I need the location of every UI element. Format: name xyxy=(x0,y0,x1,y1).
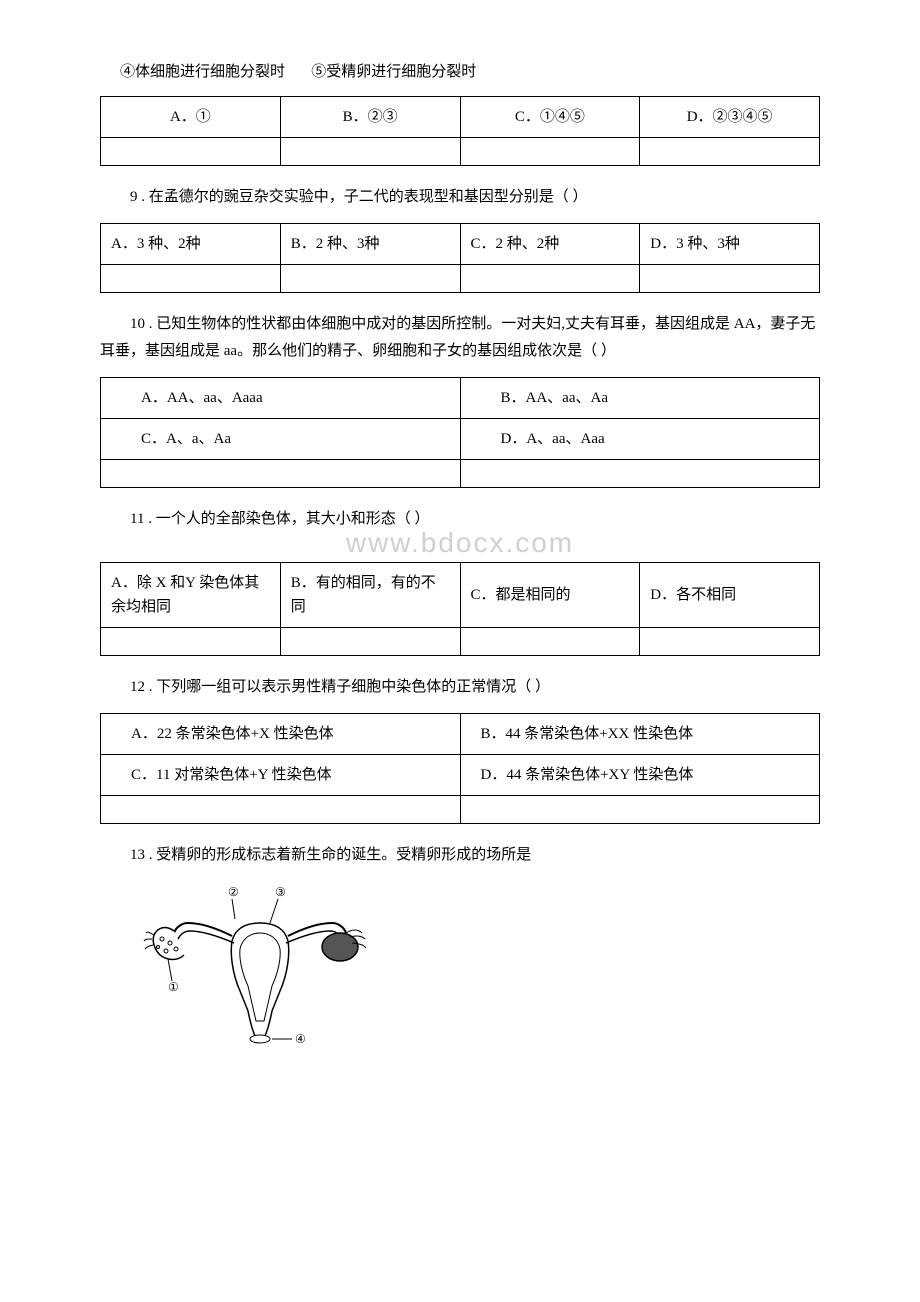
q8-option-a: A．① xyxy=(101,97,281,138)
q8-option-d: D．②③④⑤ xyxy=(640,97,820,138)
pre-option-items: ④体细胞进行细胞分裂时 ⑤受精卵进行细胞分裂时 xyxy=(120,60,840,84)
reproductive-system-svg: ② ③ xyxy=(140,881,380,1061)
item-5: ⑤受精卵进行细胞分裂时 xyxy=(311,64,476,80)
q13-text: 13 . 受精卵的形成标志着新生命的诞生。受精卵形成的场所是 xyxy=(100,842,820,869)
q12-option-b: B．44 条常染色体+XX 性染色体 xyxy=(460,713,820,754)
reproductive-diagram: ② ③ xyxy=(140,881,840,1069)
q9-options-table: A．3 种、2种 B．2 种、3种 C．2 种、2种 D．3 种、3种 xyxy=(100,223,820,293)
q10-option-c: C．A、a、Aa xyxy=(101,419,461,460)
q10-option-d: D．A、aa、Aaa xyxy=(460,419,820,460)
q11-text: 11 . 一个人的全部染色体，其大小和形态（ ） xyxy=(100,506,820,533)
label-1: ① xyxy=(168,980,179,994)
q11-options-table: A．除 X 和Y 染色体其余均相同 B．有的相同，有的不同 C．都是相同的 D．… xyxy=(100,562,820,656)
label-2: ② xyxy=(228,885,239,899)
q11-option-c: C．都是相同的 xyxy=(460,562,640,627)
q12-option-d: D．44 条常染色体+XY 性染色体 xyxy=(460,754,820,795)
q8-options-table: A．① B．②③ C．①④⑤ D．②③④⑤ xyxy=(100,96,820,166)
item-4: ④体细胞进行细胞分裂时 xyxy=(120,64,285,80)
q11-option-d: D．各不相同 xyxy=(640,562,820,627)
q9-option-c: C．2 种、2种 xyxy=(460,224,640,265)
q12-options-table: A．22 条常染色体+X 性染色体 B．44 条常染色体+XX 性染色体 C．1… xyxy=(100,713,820,824)
q10-text: 10 . 已知生物体的性状都由体细胞中成对的基因所控制。一对夫妇,丈夫有耳垂，基… xyxy=(100,311,820,365)
q8-option-b: B．②③ xyxy=(280,97,460,138)
q10-option-a: A．AA、aa、Aaaa xyxy=(101,378,461,419)
q10-option-b: B．AA、aa、Aa xyxy=(460,378,820,419)
q8-option-c: C．①④⑤ xyxy=(460,97,640,138)
q10-options-table: A．AA、aa、Aaaa B．AA、aa、Aa C．A、a、Aa D．A、aa、… xyxy=(100,377,820,488)
q9-option-a: A．3 种、2种 xyxy=(101,224,281,265)
q12-option-a: A．22 条常染色体+X 性染色体 xyxy=(101,713,461,754)
q11-option-b: B．有的相同，有的不同 xyxy=(280,562,460,627)
q9-option-b: B．2 种、3种 xyxy=(280,224,460,265)
q12-text: 12 . 下列哪一组可以表示男性精子细胞中染色体的正常情况（ ） xyxy=(100,674,820,701)
label-4: ④ xyxy=(295,1032,306,1046)
q11-option-a: A．除 X 和Y 染色体其余均相同 xyxy=(101,562,281,627)
q9-option-d: D．3 种、3种 xyxy=(640,224,820,265)
label-3: ③ xyxy=(275,885,286,899)
q9-text: 9 . 在孟德尔的豌豆杂交实验中，子二代的表现型和基因型分别是（ ） xyxy=(100,184,820,211)
q12-option-c: C．11 对常染色体+Y 性染色体 xyxy=(101,754,461,795)
